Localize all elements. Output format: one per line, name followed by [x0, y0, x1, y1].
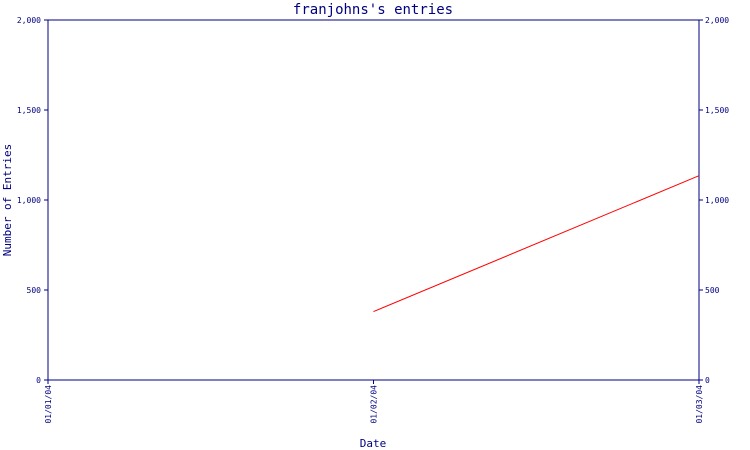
y-tick-label-left: 0: [36, 376, 41, 385]
y-axis-right: 0 500 1,000 1,500 2,000: [699, 16, 729, 385]
series-line-0: [373, 175, 700, 313]
x-tick-label: 01/03/04: [695, 385, 704, 424]
y-tick-label-right: 0: [705, 376, 710, 385]
y-tick-label-left: 1,500: [17, 106, 41, 115]
y-axis-left: 0 500 1,000 1,500 2,000: [17, 16, 48, 385]
y-tick-label-left: 1,000: [17, 196, 41, 205]
chart-title: franjohns's entries: [293, 2, 453, 18]
x-axis: 01/01/04 01/02/04 01/03/04: [44, 380, 704, 424]
y-tick-label-left: 500: [27, 286, 42, 295]
x-tick-label: 01/01/04: [44, 385, 53, 424]
plot-area: [47, 19, 700, 381]
series-group: [373, 175, 700, 313]
x-tick-label: 01/02/04: [370, 385, 379, 424]
y-tick-label-right: 2,000: [705, 16, 729, 25]
y-tick-label-right: 1,000: [705, 196, 729, 205]
y-axis-title: Number of Entries: [1, 144, 14, 257]
x-axis-title: Date: [360, 437, 387, 450]
y-tick-label-right: 1,500: [705, 106, 729, 115]
y-tick-label-left: 2,000: [17, 16, 41, 25]
y-tick-label-right: 500: [705, 286, 720, 295]
